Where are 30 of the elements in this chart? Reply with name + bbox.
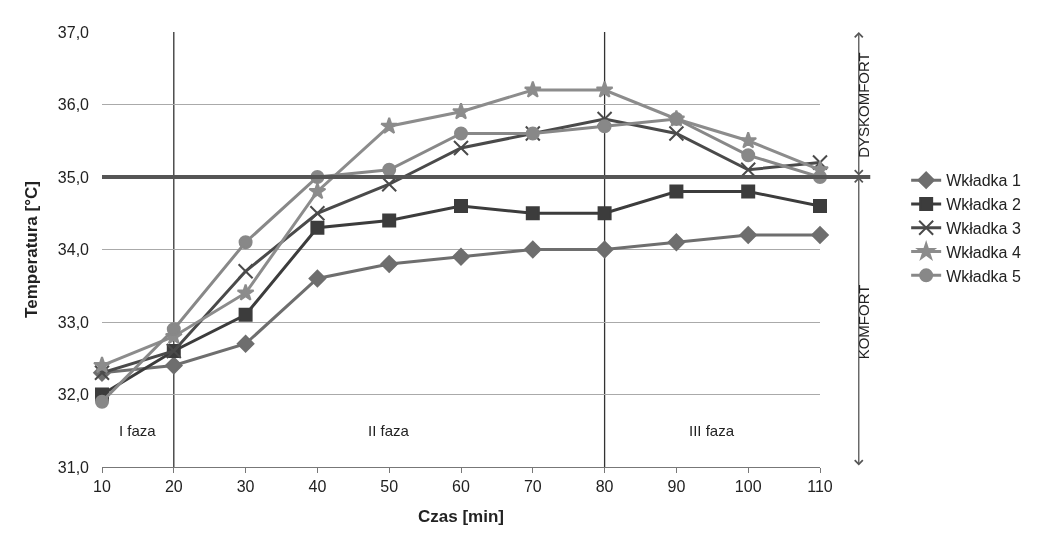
x-axis-title: Czas [min] [418,506,504,526]
annotation: I faza [119,422,157,439]
x-tick-label: 60 [452,478,470,496]
y-tick-label: 34,0 [57,241,90,259]
annotation: III faza [689,422,735,439]
x-tick-label: 30 [236,478,255,496]
text: DYSKOMFORT [854,52,872,158]
legend-label: Wkładka 2 [946,196,1021,214]
x-tick-label: 70 [523,478,542,496]
y-tick-label: 32,0 [57,386,90,404]
x-tick-label: 90 [667,478,686,496]
x-tick-label: 80 [595,478,614,496]
x-tick-label: 100 [734,478,762,496]
legend-label: Wkładka 3 [946,219,1021,237]
legend-label: Wkładka 1 [946,172,1021,190]
y-tick-label: 31,0 [57,458,90,476]
y-tick-label: 37,0 [57,23,90,41]
y-tick-label: 33,0 [57,313,90,331]
y-tick-label: 35,0 [57,168,90,186]
text: KOMFORT [855,284,873,360]
x-tick-label: 20 [164,478,183,496]
x-tick-label: 50 [380,478,399,496]
legend-label: Wkładka 5 [946,267,1021,285]
y-axis-title: Temperatura [°C] [22,181,42,318]
x-tick-label: 110 [807,478,833,496]
x-tick-label: 10 [93,478,111,496]
legend-label: Wkładka 4 [946,243,1021,261]
x-tick-label: 40 [308,478,327,496]
annotation: II faza [368,422,410,439]
y-tick-label: 36,0 [57,96,90,114]
